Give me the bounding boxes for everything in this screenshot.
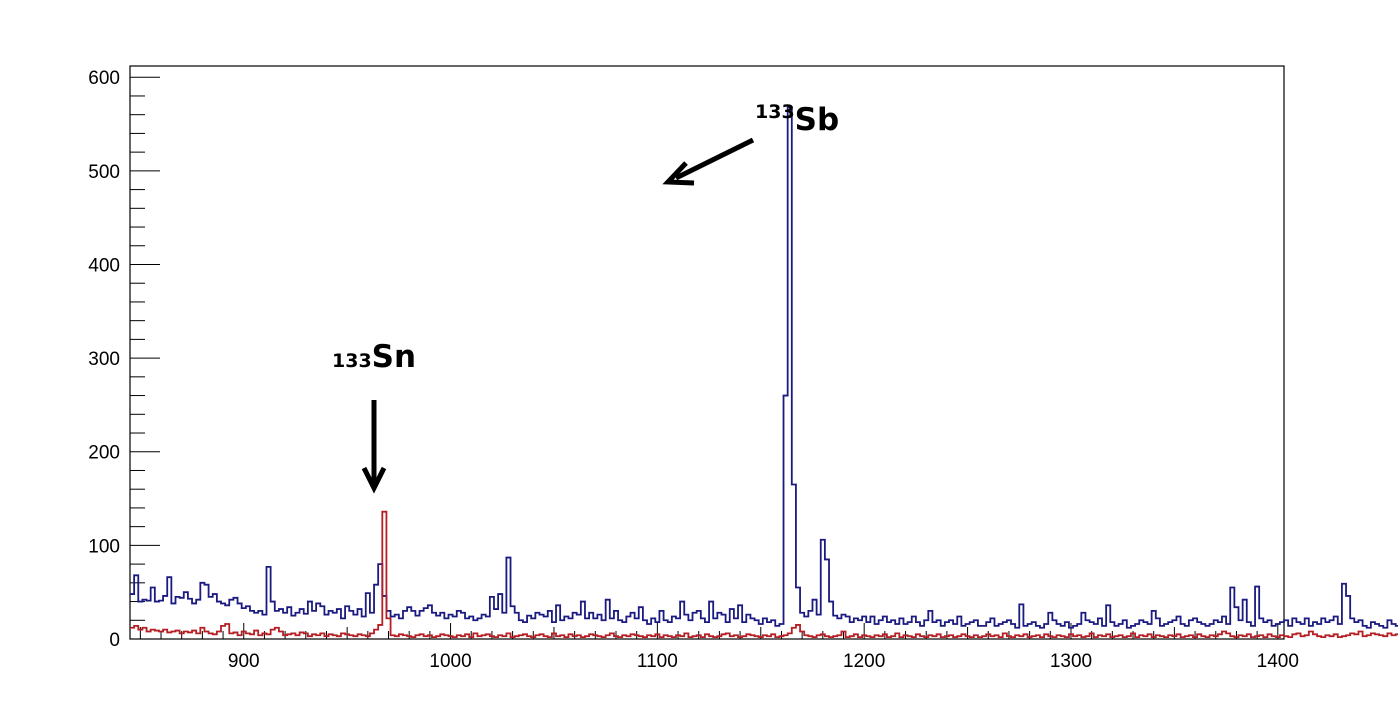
data-series	[130, 106, 1398, 639]
x-tick-label: 1200	[843, 651, 885, 672]
y-tick-label: 400	[88, 255, 120, 276]
series-line-2	[130, 510, 1398, 639]
annotation-sb133-mass: 133	[755, 101, 795, 123]
annotation-sn133-mass: 133	[332, 350, 372, 372]
annotation-sb133-symbol: Sb	[795, 102, 840, 138]
y-tick-label: 0	[109, 630, 120, 651]
svg-text:133Sn: 133Sn	[332, 339, 416, 375]
y-tick-label: 100	[88, 536, 120, 557]
y-tick-label: 600	[88, 68, 120, 89]
plot-frame	[129, 65, 1285, 640]
axis-tick-labels: 0 100 200 300 400 500 600 900 1000 1100 1200 1300 14…	[88, 68, 1299, 672]
x-tick-label: 1000	[429, 651, 471, 672]
y-tick-label: 300	[88, 349, 120, 370]
y-tick-label: 500	[88, 162, 120, 183]
x-tick-label: 900	[228, 651, 260, 672]
arrow-down-icon	[361, 400, 387, 494]
x-tick-label: 1300	[1050, 651, 1092, 672]
annotation-sn133-symbol: Sn	[372, 339, 416, 375]
series-line-1	[130, 106, 1398, 629]
arrow-left-icon	[662, 137, 755, 186]
annotation-sb133: 133Sb	[662, 101, 839, 186]
annotation-sn133: 133Sn	[332, 339, 416, 494]
x-tick-label: 1100	[637, 651, 678, 672]
y-tick-label: 200	[88, 443, 120, 464]
x-tick-label: 1400	[1257, 651, 1299, 672]
svg-text:133Sb: 133Sb	[755, 101, 839, 138]
